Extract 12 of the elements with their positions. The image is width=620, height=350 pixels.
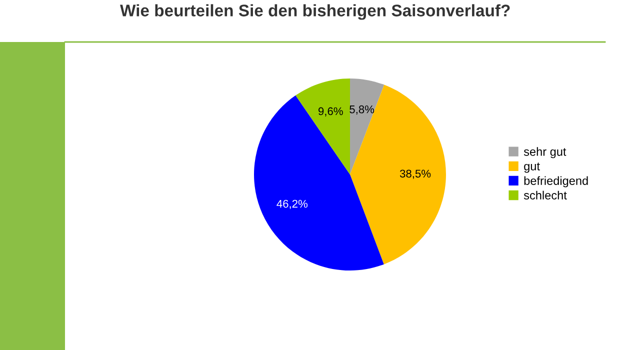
pie-slice — [296, 78, 350, 174]
data-label: 9,6% — [318, 107, 343, 116]
pie-slice — [350, 84, 446, 264]
legend-label: befriedigend — [524, 176, 588, 188]
data-label: 46,2% — [276, 200, 308, 210]
chart-title: Wie beurteilen Sie den bisherigen Saisonverlauf? — [120, 4, 510, 20]
pie-slice — [254, 95, 384, 270]
legend-label: schlecht — [524, 190, 567, 200]
legend-label: gut — [524, 162, 540, 173]
legend-label: sehr gut — [524, 147, 566, 158]
pie-slice — [350, 78, 384, 174]
data-label: 38,5% — [400, 170, 431, 179]
